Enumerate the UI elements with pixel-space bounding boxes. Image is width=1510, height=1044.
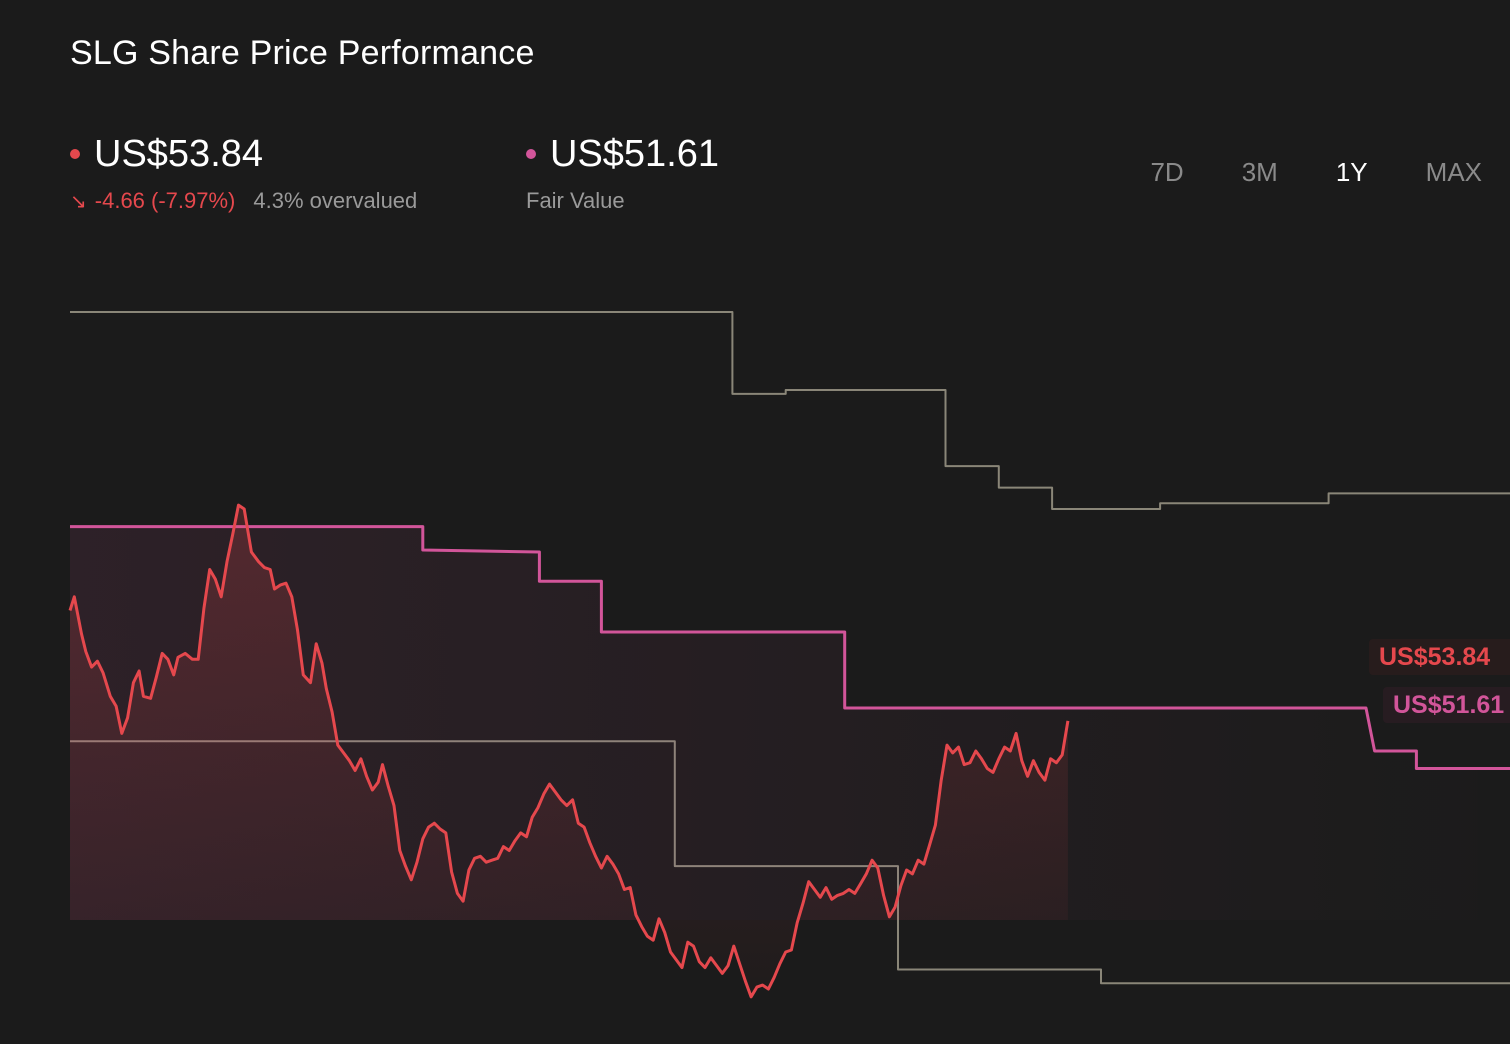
fair-value-block: US$51.61 Fair Value: [526, 130, 719, 214]
price-end-label-bg: [1369, 639, 1510, 675]
fair-value-line: [70, 525, 1510, 770]
period-tab-max[interactable]: MAX: [1425, 157, 1482, 187]
arrow-down-right-icon: ↘: [70, 190, 87, 213]
period-tab-7d[interactable]: 7D: [1150, 157, 1184, 187]
price-end-label-text: US$53.84: [1379, 643, 1490, 671]
valuation-status: 4.3% overvalued: [253, 188, 418, 213]
fair-value-label: Fair Value: [526, 188, 625, 213]
price-line: [68, 503, 1070, 999]
price-change: ↘ -4.66 (-7.97%): [70, 188, 235, 214]
price-end-label: US$53.84: [1369, 639, 1510, 675]
current-price-block: US$53.84 ↘ -4.66 (-7.97%) 4.3% overvalue…: [70, 130, 417, 214]
price-change-value: -4.66 (-7.97%): [94, 188, 236, 213]
period-selector: 7D 3M 1Y MAX: [1092, 157, 1482, 188]
price-area-fill: [70, 505, 1068, 997]
current-price-value: US$53.84: [94, 133, 264, 175]
analyst-line: [70, 311, 1510, 510]
fair-value-label-row: Fair Value: [526, 188, 719, 214]
price-dot-icon: [70, 149, 80, 159]
page-title: SLG Share Price Performance: [70, 34, 535, 72]
fair-value-area-fill: [70, 526, 1510, 920]
fair-value-row: US$51.61: [526, 130, 719, 178]
fair-value-value: US$51.61: [550, 133, 720, 175]
price-change-row: ↘ -4.66 (-7.97%) 4.3% overvalued: [70, 188, 417, 214]
fair-value-end-label: US$51.61: [1383, 687, 1510, 723]
period-tab-3m[interactable]: 3M: [1241, 157, 1278, 187]
fair-value-dot-icon: [526, 149, 536, 159]
period-tab-1y[interactable]: 1Y: [1335, 157, 1368, 187]
fair-value-end-label-text: US$51.61: [1393, 691, 1504, 719]
fair-value-end-label-bg: [1383, 687, 1510, 723]
current-price-row: US$53.84: [70, 130, 417, 178]
